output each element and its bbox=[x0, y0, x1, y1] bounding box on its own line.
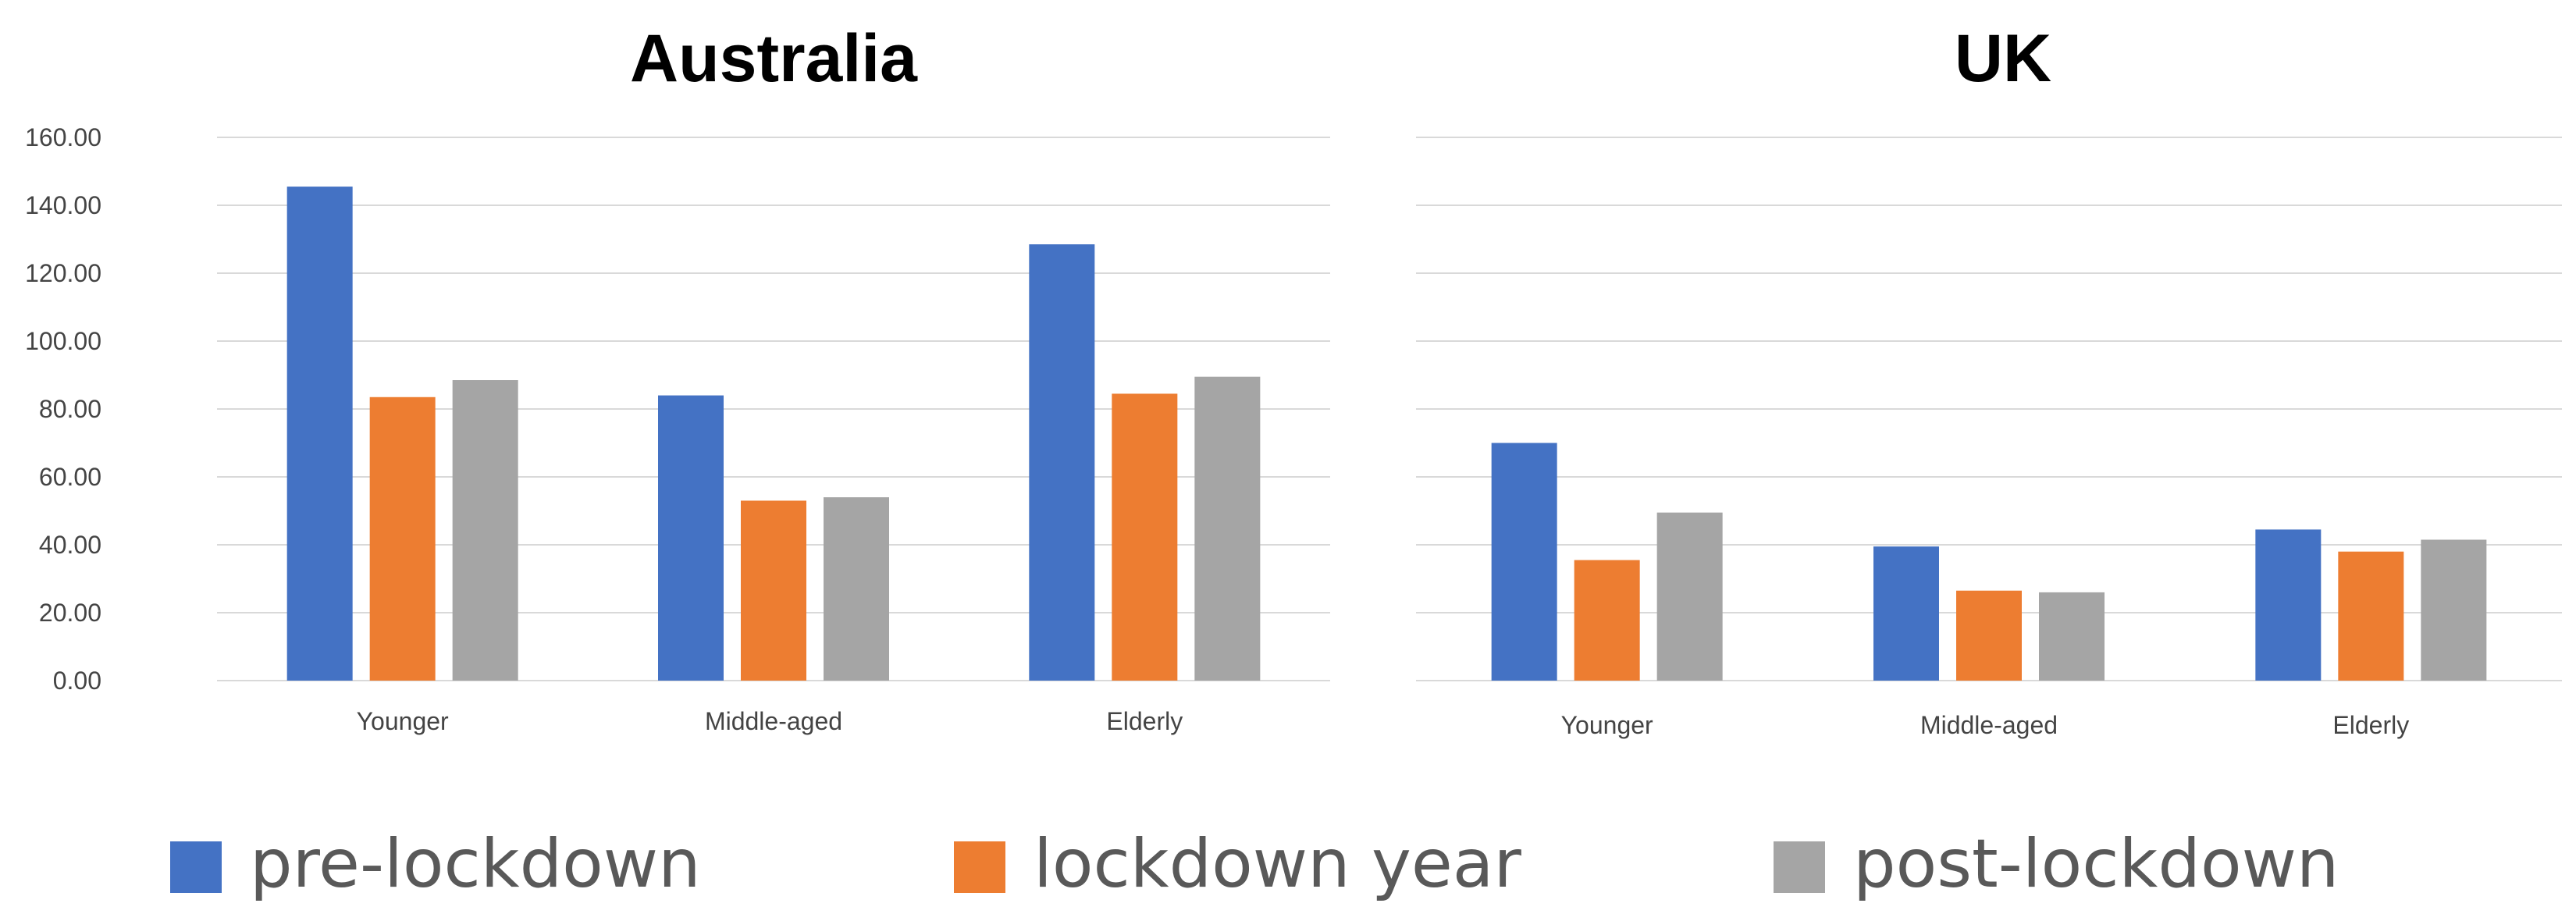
bar-lockdown-year-elderly bbox=[1112, 393, 1178, 681]
x-tick-label: Younger bbox=[1561, 711, 1653, 739]
x-tick-label: Elderly bbox=[1106, 707, 1183, 735]
uk-chart: UK Younger Middle-aged Elderly bbox=[1416, 21, 2562, 739]
y-tick-label: 80.00 bbox=[39, 395, 101, 423]
y-tick-label: 100.00 bbox=[25, 327, 101, 355]
bar-post-lockdown-younger bbox=[1656, 512, 1723, 681]
x-tick-label: Middle-aged bbox=[705, 707, 842, 735]
legend-label: post-lockdown bbox=[1853, 825, 2339, 903]
bar-pre-lockdown-elderly bbox=[1029, 244, 1095, 681]
y-tick-label: 40.00 bbox=[39, 531, 101, 559]
bar-lockdown-year-middle-aged bbox=[1956, 590, 2022, 681]
x-tick-label: Middle-aged bbox=[1920, 711, 2058, 739]
x-tick-label: Younger bbox=[357, 707, 449, 735]
bar-lockdown-year-younger bbox=[369, 396, 436, 681]
bar-lockdown-year-middle-aged bbox=[741, 500, 806, 681]
legend: pre-lockdown lockdown year post-lockdown bbox=[170, 825, 2339, 903]
y-tick-label: 60.00 bbox=[39, 463, 101, 491]
bar-post-lockdown-middle-aged bbox=[824, 497, 889, 681]
x-tick-label: Elderly bbox=[2332, 711, 2409, 739]
legend-label: lockdown year bbox=[1034, 825, 1521, 903]
y-tick-label: 0.00 bbox=[53, 667, 101, 695]
y-tick-label: 160.00 bbox=[25, 123, 101, 151]
bar-post-lockdown-elderly bbox=[2421, 539, 2487, 681]
bar-post-lockdown-elderly bbox=[1194, 376, 1261, 681]
bar-lockdown-year-elderly bbox=[2338, 551, 2404, 681]
bar-pre-lockdown-middle-aged bbox=[658, 395, 724, 681]
bar-pre-lockdown-elderly bbox=[2255, 529, 2322, 681]
legend-swatch bbox=[954, 841, 1005, 893]
chart-title: UK bbox=[1955, 21, 2051, 96]
y-tick-label: 120.00 bbox=[25, 259, 101, 287]
bar-post-lockdown-middle-aged bbox=[2039, 592, 2105, 681]
bar-post-lockdown-younger bbox=[452, 380, 518, 681]
y-tick-label: 140.00 bbox=[25, 191, 101, 219]
australia-chart: Australia 0.00 20.00 40.00 60.00 80.00 100.00 1… bbox=[25, 21, 1330, 735]
legend-swatch bbox=[1774, 841, 1825, 893]
bar-pre-lockdown-younger bbox=[1491, 443, 1557, 681]
legend-swatch bbox=[170, 841, 222, 893]
legend-label: pre-lockdown bbox=[250, 825, 701, 903]
bar-pre-lockdown-younger bbox=[286, 187, 353, 681]
y-tick-label: 20.00 bbox=[39, 599, 101, 627]
bar-pre-lockdown-middle-aged bbox=[1873, 546, 1939, 681]
chart-title: Australia bbox=[630, 21, 918, 96]
bar-lockdown-year-younger bbox=[1574, 560, 1640, 681]
